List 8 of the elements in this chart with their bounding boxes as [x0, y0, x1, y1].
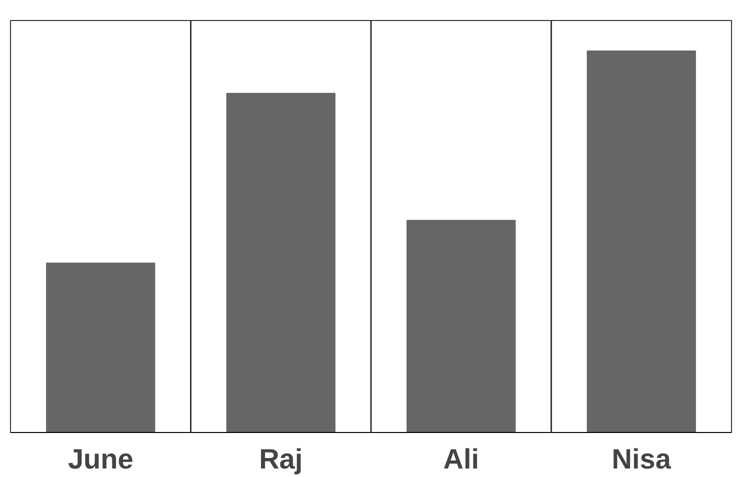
- x-tick-label: June: [68, 444, 134, 474]
- bar: [586, 50, 696, 432]
- x-tick-label: Raj: [259, 444, 303, 474]
- bar: [46, 262, 156, 432]
- bar: [226, 92, 336, 432]
- x-tick-label: Nisa: [612, 444, 672, 474]
- bar: [406, 220, 516, 432]
- x-tick-label: Ali: [443, 444, 480, 474]
